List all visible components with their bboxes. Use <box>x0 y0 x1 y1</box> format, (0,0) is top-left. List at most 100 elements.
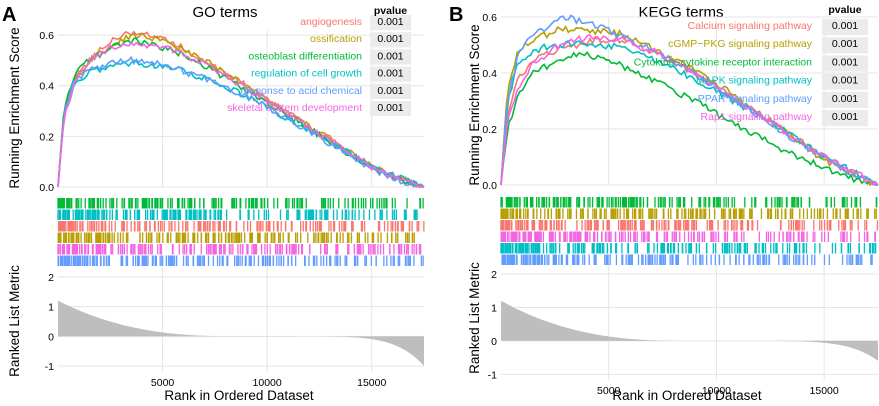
pvalue-cell: 0.001 <box>832 75 858 87</box>
metric-grid <box>58 268 424 372</box>
es-y-tick-label: 0.0 <box>39 182 54 194</box>
pvalue-cell-bg <box>822 91 868 108</box>
pvalue-cell: 0.001 <box>377 85 403 97</box>
pvalue-cell-bg <box>822 73 868 90</box>
metric-y-tick-label: 2 <box>48 272 54 284</box>
es-lines <box>57 30 425 189</box>
legend-label: MAPK signaling pathway <box>696 75 813 87</box>
metric-grid <box>501 264 878 381</box>
es-y-axis: 0.0 0.2 0.4 0.6 <box>39 30 54 194</box>
pvalue-cell: 0.001 <box>832 93 858 105</box>
pvalue-cell-bg <box>370 66 411 82</box>
legend-label: osteoblast differentiation <box>248 50 362 62</box>
metric-y-tick-label: -1 <box>488 369 497 381</box>
chart-title: GO terms <box>192 4 257 21</box>
pvalue-cell-bg <box>822 55 868 72</box>
pvalue-cell: 0.001 <box>377 102 403 114</box>
pvalue-cell: 0.001 <box>377 50 403 62</box>
pvalue-cell-bg <box>370 49 411 65</box>
es-y-tick-label: 0.4 <box>39 81 54 93</box>
pvalue-cell-bg <box>822 110 868 127</box>
ranked-metric-area <box>58 300 424 367</box>
es-y-axis-title: Running Enrichment Score <box>467 24 482 185</box>
es-y-tick-label: 0.6 <box>39 30 54 42</box>
pvalue-cell: 0.001 <box>832 38 858 50</box>
pvalue-header: pvalue <box>828 4 861 16</box>
x-tick-label: 10000 <box>702 385 731 397</box>
metric-y-tick-label: -1 <box>45 361 54 373</box>
pvalue-cell-bg <box>370 101 411 117</box>
chart-title: KEGG terms <box>638 4 723 21</box>
legend-label: Cytokine−cytokine receptor interaction <box>634 56 812 68</box>
metric-y-tick-label: 1 <box>48 302 54 314</box>
pvalue-cell: 0.001 <box>377 16 403 28</box>
metric-y-axis-title: Ranked List Metric <box>7 265 22 377</box>
panel-letter: B <box>449 4 463 26</box>
es-lines <box>500 14 879 187</box>
x-axis-title: Rank in Ordered Dataset <box>612 388 762 403</box>
legend-label: regulation of cell growth <box>251 68 362 80</box>
legend-label: response to acid chemical <box>241 85 362 97</box>
x-tick-label: 15000 <box>810 385 839 397</box>
metric-y-tick-label: 0 <box>491 336 497 348</box>
x-tick-label: 15000 <box>357 377 386 389</box>
metric-area <box>501 300 878 361</box>
es-y-tick-label: 0.0 <box>482 180 497 192</box>
metric-y-axis: -1 0 1 2 <box>45 272 55 373</box>
es-y-tick-label: 0.2 <box>482 124 497 136</box>
pvalue-cell: 0.001 <box>377 68 403 80</box>
metric-area <box>58 300 424 367</box>
legend: angiogenesis ossification osteoblast dif… <box>227 16 362 114</box>
es-line-6 <box>57 41 424 188</box>
es-y-tick-label: 0.4 <box>482 68 497 80</box>
panel-letter: A <box>2 4 16 26</box>
pvalue-cell-bg <box>370 32 411 48</box>
es-line-3 <box>500 50 878 186</box>
x-tick-label: 5000 <box>151 377 175 389</box>
pvalue-cell-bg <box>822 37 868 54</box>
legend-label: skeletal system development <box>227 102 362 114</box>
rank-hit-ticks <box>57 198 425 266</box>
legend-label: cGMP−PKG signaling pathway <box>668 38 813 50</box>
ranked-metric-area <box>501 300 878 361</box>
pvalue-cell-bg <box>370 15 411 31</box>
pvalue-cell: 0.001 <box>832 111 858 123</box>
es-line-5 <box>57 55 425 189</box>
panel-go-terms: A GO terms 0.0 0.2 0.4 0.6 -1 0 1 2 5000 10000 1… <box>2 4 425 403</box>
es-y-axis: 0.0 0.2 0.4 0.6 <box>482 12 497 192</box>
metric-y-tick-label: 0 <box>48 331 54 343</box>
x-tick-label: 5000 <box>597 385 621 397</box>
x-axis-title: Rank in Ordered Dataset <box>164 388 314 403</box>
es-line-6 <box>500 34 879 186</box>
pvalue-cell-bg <box>370 83 411 99</box>
legend-label: Calcium signaling pathway <box>688 20 813 32</box>
metric-y-axis: -1 0 1 2 <box>488 269 498 381</box>
pvalue-table: pvalue 0.001 0.001 0.001 0.001 0.001 0.0… <box>822 4 868 127</box>
legend-label: ossification <box>310 33 362 45</box>
metric-y-axis-title: Ranked List Metric <box>467 262 482 374</box>
es-y-axis-title: Running Enrichment Score <box>7 27 22 188</box>
x-axis: 5000 10000 15000 <box>151 377 387 389</box>
metric-y-tick-label: 1 <box>491 302 497 314</box>
legend-label: angiogenesis <box>300 16 362 28</box>
es-line-3 <box>57 37 425 188</box>
pvalue-cell-bg <box>822 19 868 36</box>
x-axis: 5000 10000 15000 <box>597 385 839 397</box>
es-y-tick-label: 0.6 <box>482 12 497 24</box>
x-tick-label: 10000 <box>253 377 282 389</box>
pvalue-header: pvalue <box>374 5 407 17</box>
es-line-1 <box>500 35 879 186</box>
pvalue-cell: 0.001 <box>832 20 858 32</box>
rank-hit-ticks <box>500 197 879 265</box>
es-line-2 <box>500 25 879 187</box>
legend-label: Rap1 signaling pathway <box>701 111 813 123</box>
panel-kegg-terms: B KEGG terms 0.0 0.2 0.4 0.6 -1 0 1 2 5000 1000… <box>449 4 879 403</box>
pvalue-table: pvalue 0.001 0.001 0.001 0.001 0.001 0.0… <box>370 5 411 117</box>
pvalue-cell: 0.001 <box>377 33 403 45</box>
pvalue-cell: 0.001 <box>832 56 858 68</box>
legend: Calcium signaling pathway cGMP−PKG signa… <box>634 20 813 123</box>
legend-label: PPAR signaling pathway <box>698 93 813 105</box>
es-y-tick-label: 0.2 <box>39 131 54 143</box>
metric-y-tick-label: 2 <box>491 269 497 281</box>
